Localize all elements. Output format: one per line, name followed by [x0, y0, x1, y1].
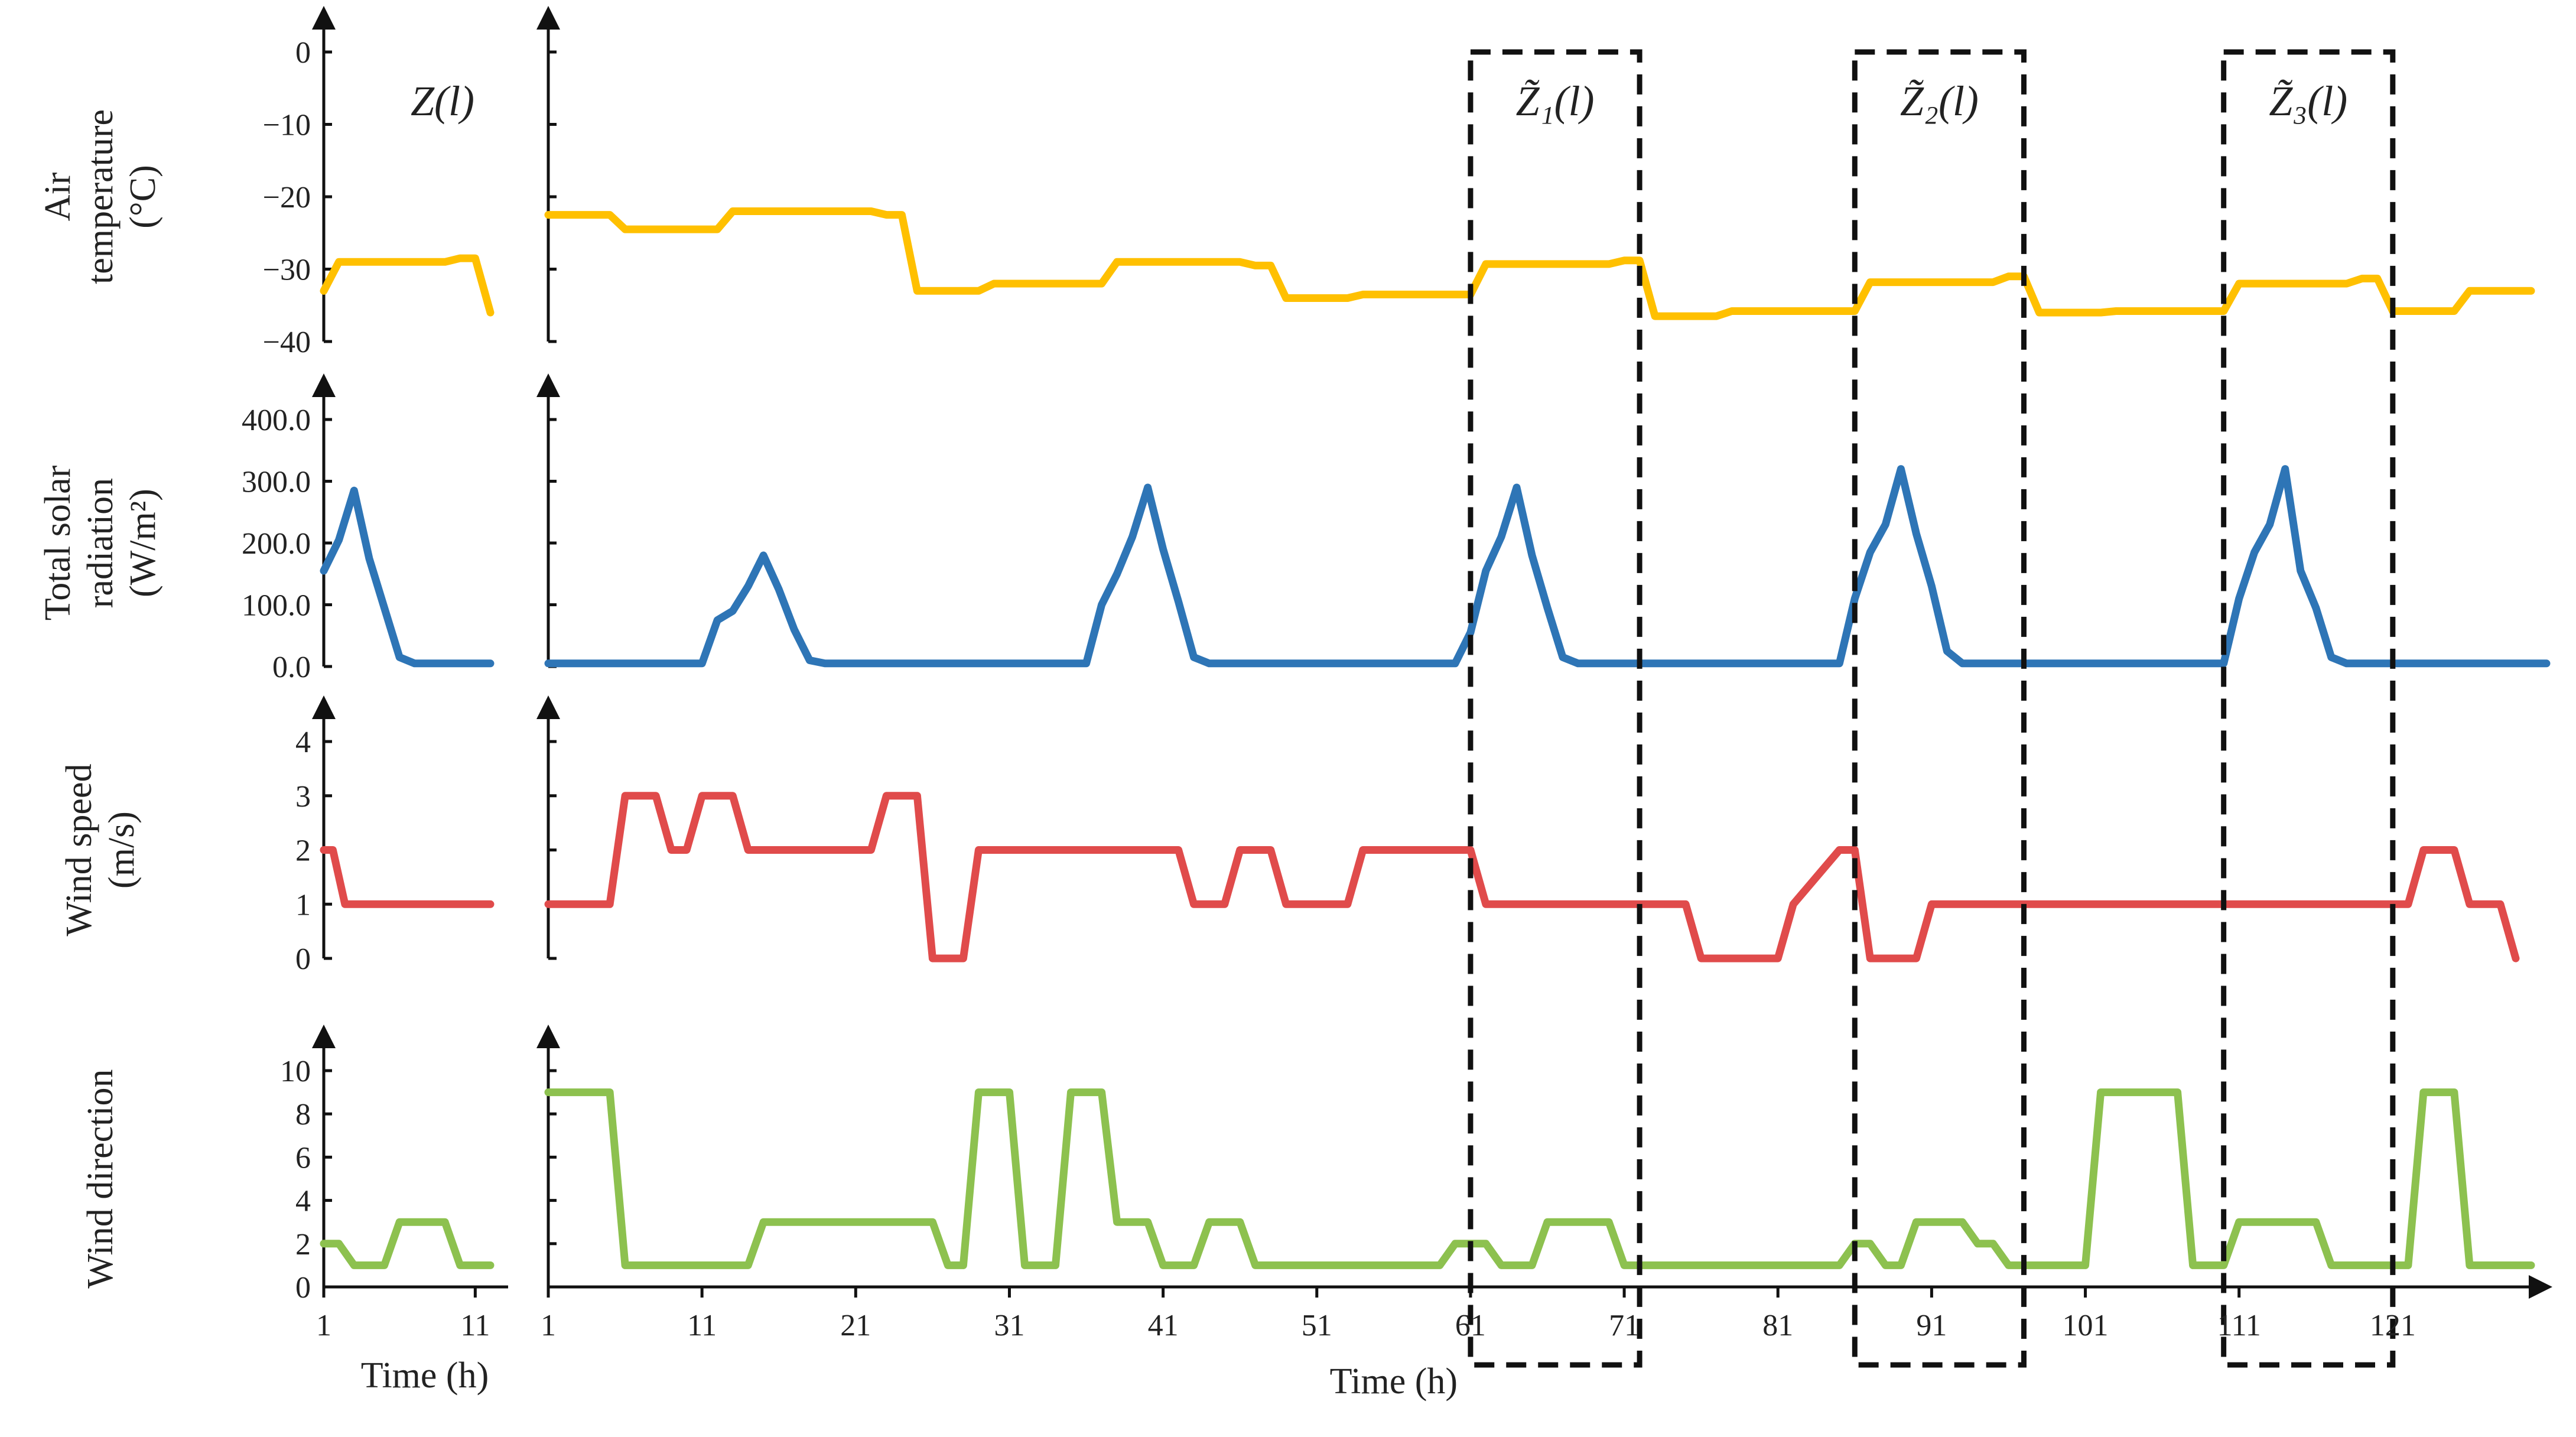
y-axis-label-line: Total solar	[38, 465, 78, 620]
y-tick-label: 2	[295, 1228, 311, 1262]
y-tick-label: 4	[295, 726, 311, 759]
y-tick-label: 0	[295, 942, 311, 976]
y-tick-label: 0	[295, 36, 311, 70]
wind_speed-series-right	[544, 792, 2520, 963]
y-tick-label: 4	[295, 1185, 311, 1218]
x-axis-label-left: Time (h)	[361, 1355, 489, 1396]
x-tick-label: 101	[2063, 1309, 2109, 1342]
y-axis-label-line: (m/s)	[102, 811, 142, 889]
y-tick-label: −10	[263, 109, 311, 142]
x-tick-label: 21	[840, 1309, 871, 1342]
wind_speed-series-left	[320, 846, 495, 908]
y-axis-label-line: Wind direction	[80, 1069, 121, 1288]
window-label: Z̃₃(l)	[2269, 77, 2347, 125]
y-tick-label: 8	[295, 1098, 311, 1132]
y-axis-label-line: Air	[38, 172, 78, 221]
window-label: Z̃₂(l)	[1900, 77, 1979, 125]
window-label: Z̃₁(l)	[1515, 77, 1594, 125]
analysis-window-3	[2221, 49, 2396, 1368]
temperature-series-right	[544, 207, 2535, 320]
wind_direction-series-right	[544, 1088, 2535, 1269]
y-tick-label: 6	[295, 1141, 311, 1175]
panel-radiation: 400.0 300.0 200.0 100.0 0.0 Total solarradiat…	[38, 373, 2551, 684]
x-tick-label: 1	[541, 1309, 556, 1342]
x-tick-label: 91	[1916, 1309, 1947, 1342]
y-tick-label: 0	[295, 1271, 311, 1305]
y-axis-label: Airtemperature(°C)	[38, 109, 163, 284]
y-axis-label-line: radiation	[80, 478, 121, 608]
x-tick-label: 61	[1455, 1309, 1486, 1342]
y-tick-label: 0.0	[272, 651, 311, 684]
panel-wind_speed: 4 3 2 1 0 Wind speed(m/s)	[59, 695, 2520, 976]
y-axis-label-line: temperature	[80, 109, 121, 284]
x-axis-label-right: Time (h)	[1330, 1361, 1458, 1402]
x-tick-label: 71	[1609, 1309, 1640, 1342]
y-tick-label: 10	[280, 1055, 311, 1088]
y-tick-label: 3	[295, 780, 311, 814]
x-tick-label: 121	[2370, 1309, 2416, 1342]
y-axis-label: Total solarradiation(W/m²)	[38, 465, 163, 620]
x-tick-label: 11	[460, 1309, 490, 1342]
analysis-window-1	[1468, 49, 1642, 1368]
y-axis-label-line: Wind speed	[59, 764, 99, 937]
y-tick-label: 400.0	[242, 404, 311, 437]
y-tick-label: 2	[295, 834, 311, 868]
y-axis-label: Wind direction	[80, 1069, 121, 1288]
radiation-series-left	[320, 486, 495, 668]
window-label: Z(l)	[411, 77, 474, 125]
x-tick-label: 11	[687, 1309, 717, 1342]
y-tick-label: −20	[263, 181, 311, 214]
x-tick-label: 111	[2217, 1309, 2261, 1342]
y-tick-label: 1	[295, 888, 311, 922]
y-axis-label: Wind speed(m/s)	[59, 764, 142, 937]
x-tick-label: 41	[1148, 1309, 1179, 1342]
panel-temperature: 0 −10 −20 −30 −40 Airtemperature(°C)	[38, 6, 2535, 359]
wind_direction-series-left	[320, 1218, 495, 1269]
x-tick-label: 51	[1302, 1309, 1332, 1342]
y-tick-label: 100.0	[242, 589, 311, 623]
x-tick-label: 31	[994, 1309, 1024, 1342]
x-tick-label: 81	[1762, 1309, 1793, 1342]
y-tick-label: −30	[263, 253, 311, 287]
panel-wind_direction: 10 8 6 4 2 0 Wind direction	[80, 1025, 2535, 1305]
y-axis-label-line: (°C)	[123, 165, 163, 228]
temperature-series-left	[320, 254, 495, 317]
y-tick-label: −40	[263, 326, 311, 359]
y-tick-label: 300.0	[242, 466, 311, 499]
radiation-series-right	[544, 465, 2551, 668]
x-tick-label: 1	[316, 1309, 331, 1342]
y-axis-label-line: (W/m²)	[123, 489, 163, 597]
y-tick-label: 200.0	[242, 527, 311, 561]
analysis-window-2	[1852, 49, 2027, 1368]
